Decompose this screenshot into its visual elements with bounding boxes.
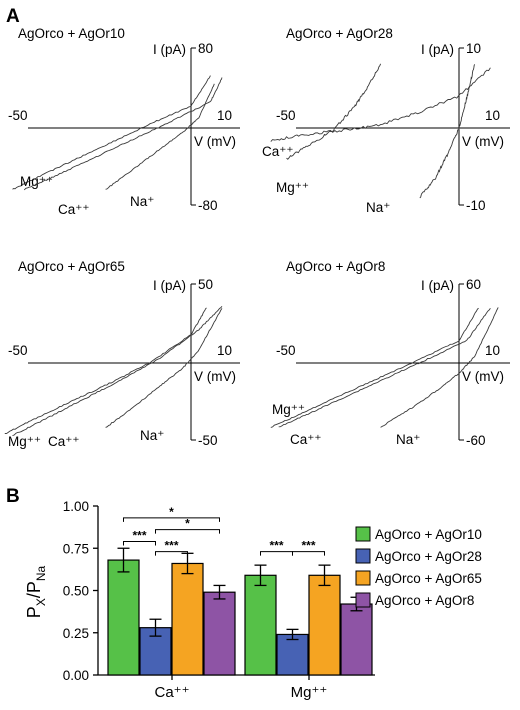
significance-bracket (155, 529, 220, 534)
iv-trace (12, 306, 223, 437)
bar (340, 603, 373, 676)
iv-plot-agor8: AgOrco + AgOr8 -50 10 60 -60 I (pA) V (mV) Mg⁺⁺… (270, 259, 510, 448)
significance-label: *** (301, 539, 315, 553)
bar-category-label: Mg⁺⁺ (291, 684, 328, 701)
bar (244, 574, 277, 676)
x-tick-label-min: -50 (8, 343, 28, 358)
ion-label: Na⁺ (130, 194, 154, 209)
significance-label: *** (269, 539, 283, 553)
y-tick-label-max: 50 (198, 277, 213, 292)
significance-bracket (292, 551, 325, 556)
iv-title: AgOrco + AgOr28 (286, 26, 393, 41)
y-tick-label-max: 10 (466, 41, 481, 56)
significance-label: * (185, 517, 190, 531)
iv-trace (419, 64, 476, 199)
iv-trace (278, 308, 491, 428)
y-axis-label: I (pA) (421, 42, 454, 57)
bar-y-tick-label: 0.25 (63, 626, 89, 641)
bar-y-tick-label: 0.50 (63, 584, 89, 599)
ion-label: Mg⁺⁺ (276, 180, 309, 195)
y-tick-label-min: -80 (198, 198, 218, 213)
ion-label: Mg⁺⁺ (20, 174, 53, 189)
bar-y-tick-label: 0.75 (63, 541, 89, 556)
bar-legend: AgOrco + AgOr10 AgOrco + AgOr28 AgOrco + A… (355, 526, 482, 608)
x-tick-label-min: -50 (276, 343, 296, 358)
legend-entry: AgOrco + AgOr65 (375, 571, 482, 586)
iv-trace (105, 83, 215, 190)
x-tick-label-min: -50 (8, 108, 28, 123)
y-tick-label-max: 80 (198, 41, 213, 56)
legend-swatch (355, 526, 371, 542)
legend-swatch (355, 570, 371, 586)
y-axis-label: I (pA) (153, 278, 186, 293)
significance-label: * (169, 505, 174, 519)
x-axis-label: V (mV) (462, 369, 504, 384)
iv-trace (12, 75, 211, 190)
legend-entry: AgOrco + AgOr28 (375, 549, 482, 564)
iv-plot-agor65: AgOrco + AgOr65 -50 10 50 -50 I (pA) V (mV) Mg⁺… (4, 259, 240, 449)
iv-title: AgOrco + AgOr8 (286, 259, 385, 274)
legend-swatch (355, 592, 371, 608)
x-axis-label: V (mV) (462, 134, 504, 149)
iv-plot-agor10: AgOrco + AgOr10 -50 10 80 -80 I (pA) V (mV) Mg⁺… (8, 26, 240, 217)
bar (308, 574, 341, 676)
y-tick-label-min: -60 (466, 433, 486, 448)
bar (276, 633, 309, 676)
x-tick-label-max: 10 (485, 108, 500, 123)
ion-label: Ca⁺⁺ (262, 144, 294, 159)
bar-y-axis-label: PX/PNa (24, 565, 48, 618)
ion-label: Mg⁺⁺ (272, 402, 305, 417)
iv-trace (380, 307, 499, 428)
significance-bracket (123, 517, 220, 522)
y-tick-label-min: -10 (466, 198, 486, 213)
ion-label: Mg⁺⁺ (8, 434, 41, 449)
bar (171, 562, 204, 676)
iv-trace (105, 308, 223, 428)
y-tick-label-min: -50 (198, 433, 218, 448)
x-tick-label-max: 10 (217, 343, 232, 358)
iv-plot-agor28: AgOrco + AgOr28 -50 10 10 -10 I (pA) V (mV) Ca⁺… (262, 26, 510, 215)
iv-trace (270, 307, 479, 428)
significance-label: *** (164, 539, 178, 553)
iv-title: AgOrco + AgOr65 (18, 259, 125, 274)
x-axis-label: V (mV) (194, 369, 236, 384)
ion-label: Ca⁺⁺ (290, 432, 322, 447)
iv-trace (23, 77, 223, 191)
panel-label-a: A (6, 6, 20, 27)
legend-swatch (355, 548, 371, 564)
bar-y-tick-label: 1.00 (63, 499, 89, 514)
bar-category-label: Ca⁺⁺ (154, 684, 189, 701)
bar (203, 591, 236, 676)
ion-label: Na⁺ (396, 432, 420, 447)
y-axis-label: I (pA) (153, 42, 186, 57)
legend-entry: AgOrco + AgOr8 (375, 593, 474, 608)
iv-title: AgOrco + AgOr10 (18, 26, 125, 41)
bar-y-tick-label: 0.00 (63, 668, 89, 683)
bar (107, 559, 140, 676)
significance-bracket (123, 540, 156, 546)
x-axis-label: V (mV) (194, 134, 236, 149)
iv-trace (286, 63, 382, 160)
x-tick-label-max: 10 (485, 343, 500, 358)
ion-label: Ca⁺⁺ (58, 202, 90, 217)
y-tick-label-max: 60 (466, 277, 481, 292)
legend-entry: AgOrco + AgOr10 (375, 527, 482, 542)
x-tick-label-max: 10 (217, 108, 232, 123)
y-axis-label: I (pA) (421, 278, 454, 293)
x-tick-label-min: -50 (276, 108, 296, 123)
iv-trace (270, 67, 491, 142)
ion-label: Na⁺ (140, 428, 164, 443)
panel-label-b: B (6, 486, 20, 507)
iv-trace (4, 307, 207, 435)
ion-label: Ca⁺⁺ (48, 434, 80, 449)
significance-bracket (155, 551, 188, 556)
significance-label: *** (132, 528, 146, 542)
ion-label: Na⁺ (366, 200, 390, 215)
